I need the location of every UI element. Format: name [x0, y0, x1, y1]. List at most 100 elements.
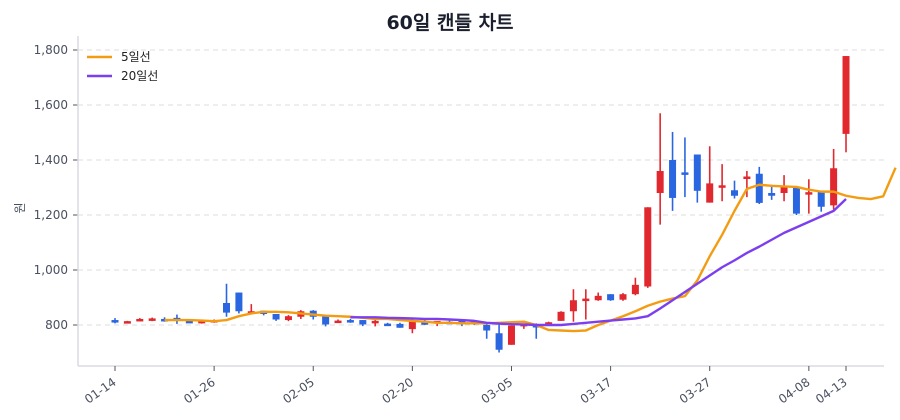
- candle: [384, 322, 392, 327]
- candle-body: [483, 325, 491, 331]
- y-tick-label: 1,400: [34, 153, 68, 167]
- candle-body: [371, 320, 379, 324]
- candle: [557, 311, 565, 321]
- candle-body: [198, 320, 206, 324]
- ma5-line: [164, 167, 897, 333]
- x-tick-label: 01-14: [82, 375, 119, 406]
- x-tick-label: 04-13: [813, 375, 850, 406]
- legend: 5일선 20일선: [87, 50, 158, 83]
- chart-title: 60일 캔들 차트: [386, 12, 514, 34]
- x-tick-label: 03-05: [479, 375, 516, 406]
- candle-body: [458, 320, 466, 324]
- candle: [780, 175, 788, 202]
- candle-body: [408, 321, 416, 330]
- candle-body: [185, 320, 193, 324]
- candle-body: [669, 160, 677, 198]
- candle: [223, 283, 231, 317]
- x-tick-label: 01-26: [181, 375, 218, 406]
- candle-body: [731, 190, 738, 196]
- x-tick-label: 03-27: [677, 375, 714, 406]
- moving-average-lines: [164, 167, 897, 333]
- candle: [607, 294, 615, 301]
- candle: [743, 171, 751, 198]
- candle-body: [631, 284, 639, 295]
- candle: [346, 318, 354, 323]
- candle: [507, 325, 515, 345]
- candle-body: [842, 56, 850, 134]
- candle-body: [334, 320, 342, 324]
- y-tick-label: 800: [45, 318, 68, 332]
- candle: [371, 320, 379, 327]
- candle-body: [817, 191, 825, 207]
- candle-body: [235, 292, 243, 312]
- candle-body: [346, 320, 354, 323]
- y-tick-label: 1,800: [34, 43, 68, 57]
- candle: [805, 179, 813, 214]
- candle: [123, 320, 131, 324]
- x-tick-label: 02-05: [280, 375, 317, 406]
- candle: [594, 292, 602, 301]
- candle-body: [780, 186, 788, 193]
- candle-body: [607, 294, 615, 301]
- candle-body: [396, 323, 404, 328]
- candle: [495, 322, 503, 353]
- candle: [569, 289, 577, 322]
- candle: [272, 314, 280, 321]
- candle: [148, 317, 156, 322]
- candle-body: [693, 154, 701, 191]
- axes: 800 1,000 1,200 1,400 1,600 1,800 01-14 01-26 02…: [34, 36, 884, 406]
- candle-body: [495, 333, 503, 350]
- candle-body: [656, 171, 664, 193]
- candle-body: [594, 295, 602, 301]
- candle-body: [507, 325, 515, 345]
- candle-body: [569, 300, 577, 312]
- candle: [111, 318, 119, 324]
- candle-body: [830, 168, 838, 206]
- candle-body: [223, 303, 231, 313]
- candle: [644, 207, 652, 288]
- candle-body: [743, 176, 751, 179]
- legend-ma20-label: 20일선: [121, 69, 158, 83]
- candle-body: [557, 311, 565, 321]
- candle-body: [718, 185, 726, 188]
- candle: [731, 180, 738, 199]
- candle-body: [644, 207, 652, 287]
- candle-body: [792, 186, 800, 214]
- candle-body: [755, 173, 763, 203]
- candle-body: [284, 316, 292, 321]
- candle-body: [681, 172, 689, 175]
- candle: [396, 322, 404, 328]
- candle-body: [706, 183, 714, 203]
- candle-body: [322, 316, 330, 325]
- candle-body: [768, 193, 776, 196]
- y-tick-label: 1,000: [34, 263, 68, 277]
- candle: [669, 131, 677, 211]
- candle-body: [148, 318, 156, 321]
- candle: [656, 113, 664, 225]
- candle: [582, 289, 590, 320]
- candle-body: [359, 320, 367, 325]
- y-axis-label: 원: [13, 202, 27, 213]
- candle: [631, 277, 639, 296]
- candle: [483, 322, 491, 339]
- candle-body: [272, 314, 280, 320]
- candle: [359, 320, 367, 327]
- candle: [830, 149, 838, 210]
- candle: [284, 315, 292, 322]
- candle: [235, 292, 243, 314]
- candle: [681, 137, 689, 198]
- candle: [693, 154, 701, 203]
- grid-lines: [78, 49, 884, 326]
- candle-body: [111, 320, 119, 323]
- candle: [792, 186, 800, 215]
- candles: [111, 56, 850, 353]
- candle-body: [805, 192, 813, 195]
- candle: [334, 319, 342, 324]
- ma20-line: [350, 198, 847, 327]
- y-tick-label: 1,600: [34, 98, 68, 112]
- candle-body: [545, 322, 553, 325]
- candle-body: [136, 318, 144, 322]
- candle-body: [421, 322, 429, 325]
